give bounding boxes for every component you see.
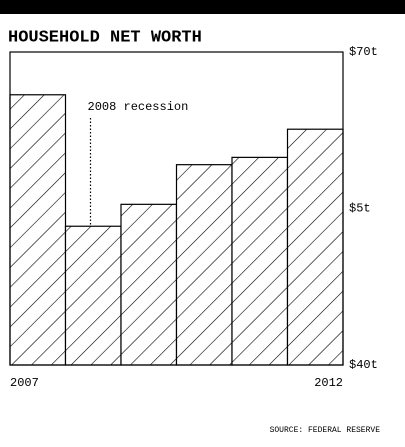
bar [286,128,344,366]
y-tick-label: $70t [349,45,378,59]
y-tick-label: $5t [349,202,371,216]
x-tick-label: 2007 [10,376,39,390]
plot-frame [9,51,344,366]
bar [64,225,122,366]
bar [175,164,233,366]
top-bar [0,0,405,14]
y-tick-label: $40t [349,358,378,372]
bar [120,203,178,366]
bar [9,94,67,366]
bar [231,156,289,366]
source: SOURCE: FEDERAL RESERVE [270,426,381,435]
annotation: 2008 recession [88,100,189,114]
x-tick-label: 2012 [314,376,343,390]
chart-title: HOUSEHOLD NET WORTH [8,28,202,47]
